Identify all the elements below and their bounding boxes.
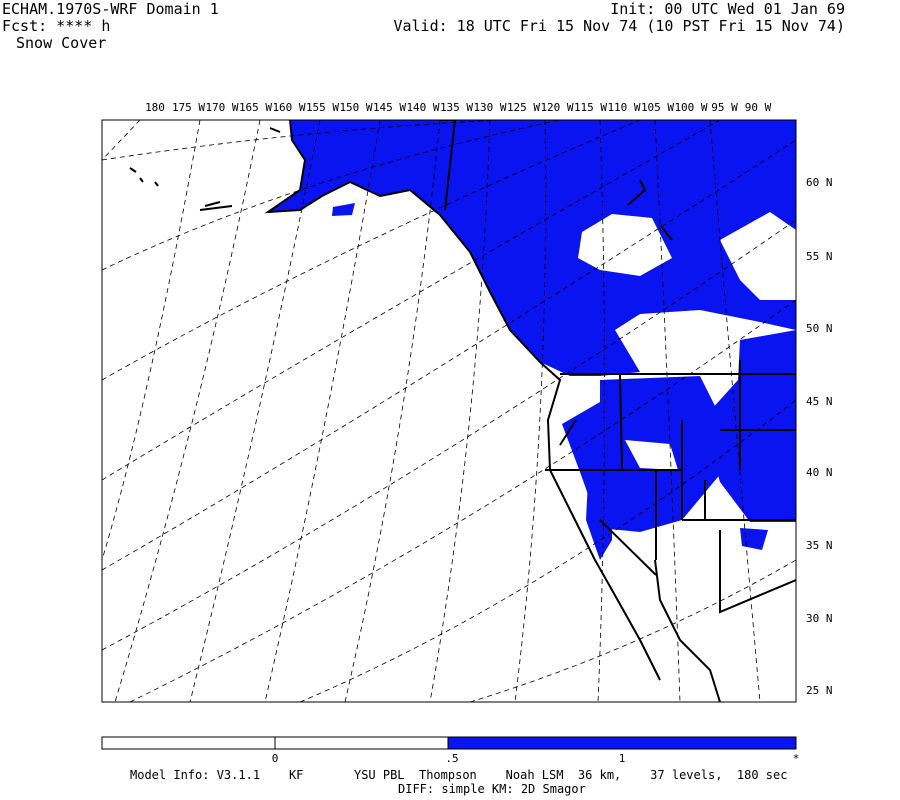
longitude-label: 120 W	[540, 101, 573, 114]
snow-free-patch	[578, 214, 672, 276]
latitude-label: 25 N	[806, 684, 833, 697]
model-info: Model Info: V3.1.1 KF YSU PBL Thompson N…	[130, 768, 787, 782]
latitude-label: 60 N	[806, 176, 833, 189]
longitude-label: 130 W	[473, 101, 506, 114]
longitude-label: 165 W	[239, 101, 272, 114]
latitude-label: 50 N	[806, 322, 833, 335]
snow-area	[702, 330, 796, 522]
colorbar-label: .5	[445, 752, 458, 765]
longitude-label: 145 W	[373, 101, 406, 114]
coastlines	[129, 120, 796, 702]
header-forecast: Fcst: **** h	[2, 17, 110, 35]
longitude-label: 100 W	[674, 101, 707, 114]
latitude-label: 55 N	[806, 250, 833, 263]
latitude-label: 45 N	[806, 395, 833, 408]
colorbar-label: 1	[619, 752, 626, 765]
header-field: Snow Cover	[16, 34, 106, 52]
colorbar-labels: 0 .5 1 *	[272, 752, 800, 765]
latitude-labels: 60 N 55 N 50 N 45 N 40 N 35 N 30 N 25 N	[806, 176, 833, 697]
latitude-label: 40 N	[806, 466, 833, 479]
longitude-label: 125 W	[507, 101, 540, 114]
colorbar-segment	[447, 736, 797, 750]
longitude-label: 135 W	[440, 101, 473, 114]
snow-free-patch	[720, 212, 796, 300]
longitude-label: 155 W	[306, 101, 339, 114]
longitude-label: 95 W	[711, 101, 738, 114]
longitude-label: 90 W	[745, 101, 772, 114]
colorbar-label: 0	[272, 752, 279, 765]
colorbar: 0 .5 1 *	[101, 736, 800, 765]
header-title: ECHAM.1970S-WRF Domain 1	[2, 0, 219, 18]
colorbar-label: *	[793, 752, 800, 765]
map: 180 175 W 170 W 165 W 160 W 155 W 150 W 145 W 14…	[101, 101, 833, 703]
longitude-label: 140 W	[406, 101, 439, 114]
latitude-label: 35 N	[806, 539, 833, 552]
longitude-label: 175 W	[172, 101, 205, 114]
longitude-label: 150 W	[339, 101, 372, 114]
snow-area	[332, 203, 355, 216]
header-init: Init: 00 UTC Wed 01 Jan 69	[610, 0, 845, 18]
longitude-label: 115 W	[574, 101, 607, 114]
latitude-label: 30 N	[806, 612, 833, 625]
longitude-label: 170 W	[205, 101, 238, 114]
map-frame	[101, 119, 797, 703]
longitude-labels: 180 175 W 170 W 165 W 160 W 155 W 150 W 145 W 14…	[145, 101, 772, 114]
snow-free-patch	[625, 440, 678, 470]
graticule	[102, 120, 796, 702]
longitude-label: 180	[145, 101, 165, 114]
longitude-label: 160 W	[272, 101, 305, 114]
snow-area	[740, 528, 768, 550]
snow-area	[586, 478, 612, 560]
longitude-label: 105 W	[641, 101, 674, 114]
header-valid: Valid: 18 UTC Fri 15 Nov 74 (10 PST Fri …	[393, 17, 845, 35]
diff-info: DIFF: simple KM: 2D Smagor	[398, 782, 586, 796]
longitude-label: 110 W	[607, 101, 640, 114]
